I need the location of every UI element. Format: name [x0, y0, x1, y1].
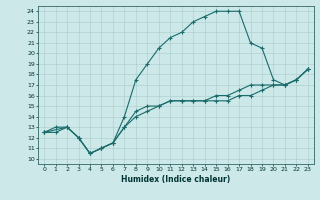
X-axis label: Humidex (Indice chaleur): Humidex (Indice chaleur) [121, 175, 231, 184]
